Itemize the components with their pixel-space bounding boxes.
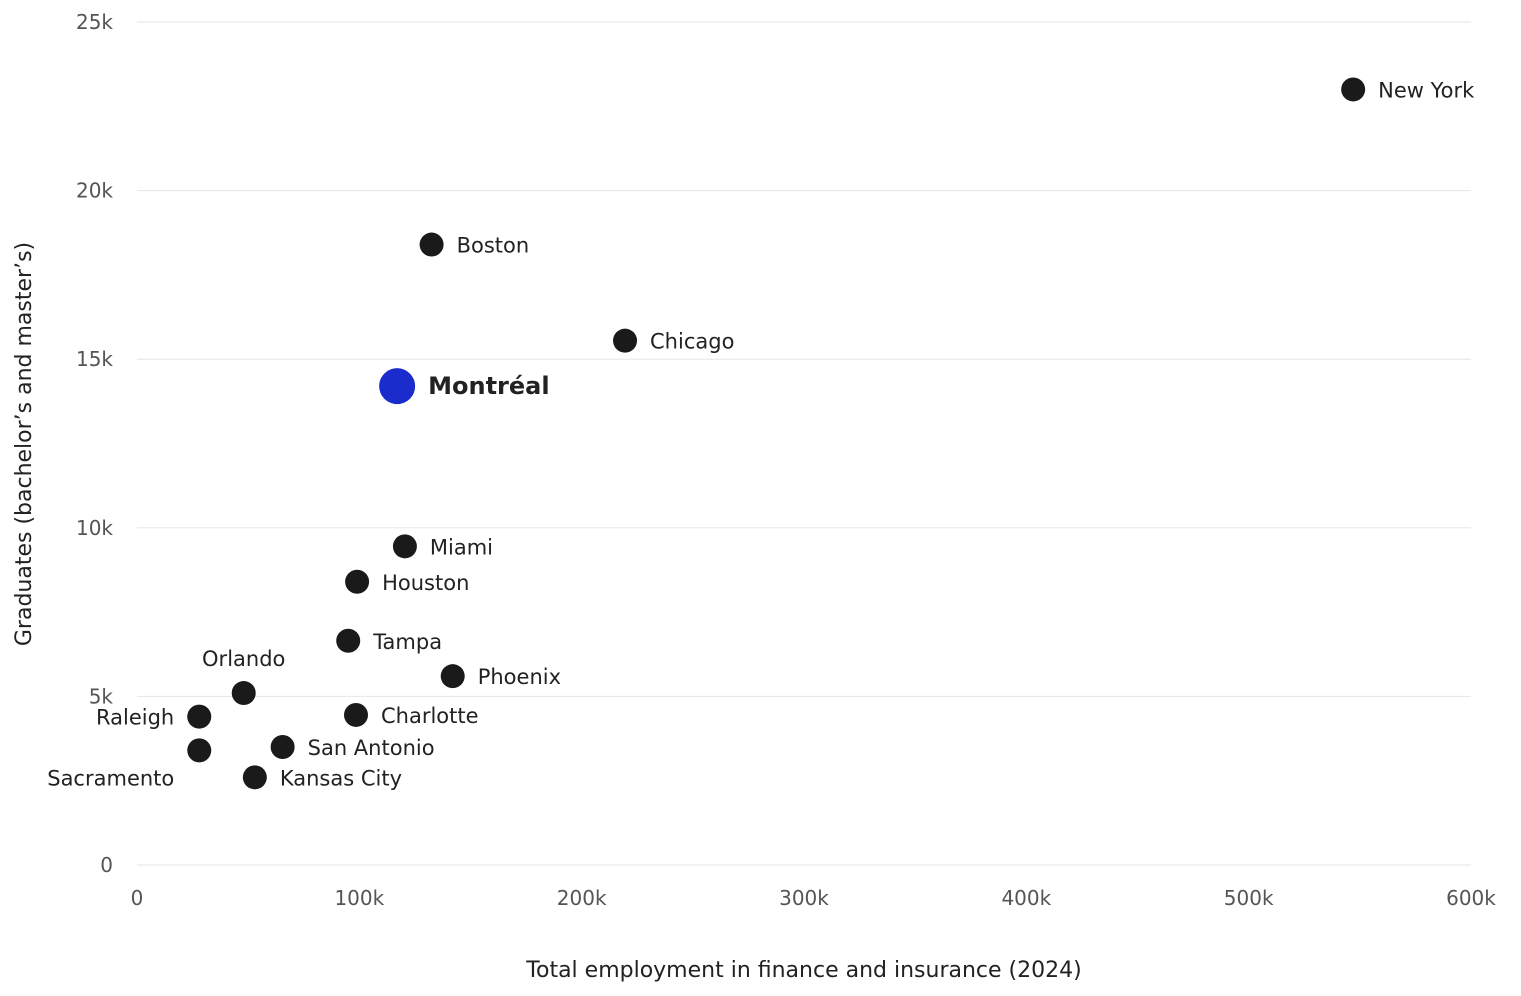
data-point [345, 569, 370, 594]
x-tick-label: 600k [1446, 886, 1496, 910]
y-tick-label: 0 [100, 853, 113, 877]
x-tick-label: 0 [131, 886, 144, 910]
point-label: Phoenix [478, 665, 561, 689]
point-label: Kansas City [280, 766, 402, 790]
point-label: Tampa [372, 630, 442, 654]
point-label: Boston [457, 234, 530, 258]
data-point [270, 734, 295, 759]
y-tick-label: 25k [76, 10, 113, 34]
y-tick-label: 5k [89, 684, 114, 708]
data-point [343, 702, 368, 727]
x-axis-ticks: 0 100k 200k 300k 400k 500k 600k [131, 886, 1497, 910]
data-point [231, 681, 256, 706]
data-point [379, 368, 416, 405]
point-label: San Antonio [308, 736, 435, 760]
data-point [242, 765, 267, 790]
data-point [187, 738, 212, 763]
x-tick-label: 400k [1001, 886, 1051, 910]
point-labels: New York Boston Chicago Montréal Miami Housto… [47, 78, 1475, 790]
y-axis-title: Graduates (bachelor’s and master’s) [12, 242, 37, 646]
y-axis-ticks: 0 5k 10k 15k 20k 25k [76, 10, 113, 877]
x-axis-title: Total employment in finance and insuranc… [525, 958, 1081, 983]
point-label: New York [1378, 78, 1475, 102]
data-point [440, 664, 465, 689]
data-point [1341, 77, 1366, 102]
data-point [419, 232, 444, 257]
x-tick-label: 200k [557, 886, 607, 910]
y-tick-label: 10k [76, 516, 113, 540]
point-label: Orlando [202, 647, 285, 671]
data-point [613, 328, 638, 353]
y-tick-label: 15k [76, 347, 113, 371]
point-label: Charlotte [381, 704, 479, 728]
x-tick-label: 500k [1224, 886, 1274, 910]
x-tick-label: 100k [334, 886, 384, 910]
data-point [392, 534, 417, 559]
point-label: Miami [430, 535, 493, 559]
y-tick-label: 20k [76, 179, 113, 203]
data-point [187, 704, 212, 729]
x-tick-label: 300k [779, 886, 829, 910]
point-label: Sacramento [47, 766, 174, 790]
point-label: Montréal [428, 372, 549, 400]
point-label: Chicago [650, 330, 734, 354]
point-label: Raleigh [96, 706, 174, 730]
point-label: Houston [382, 571, 469, 595]
data-point [336, 628, 361, 653]
data-points [187, 77, 1366, 790]
gridlines [137, 21, 1471, 866]
